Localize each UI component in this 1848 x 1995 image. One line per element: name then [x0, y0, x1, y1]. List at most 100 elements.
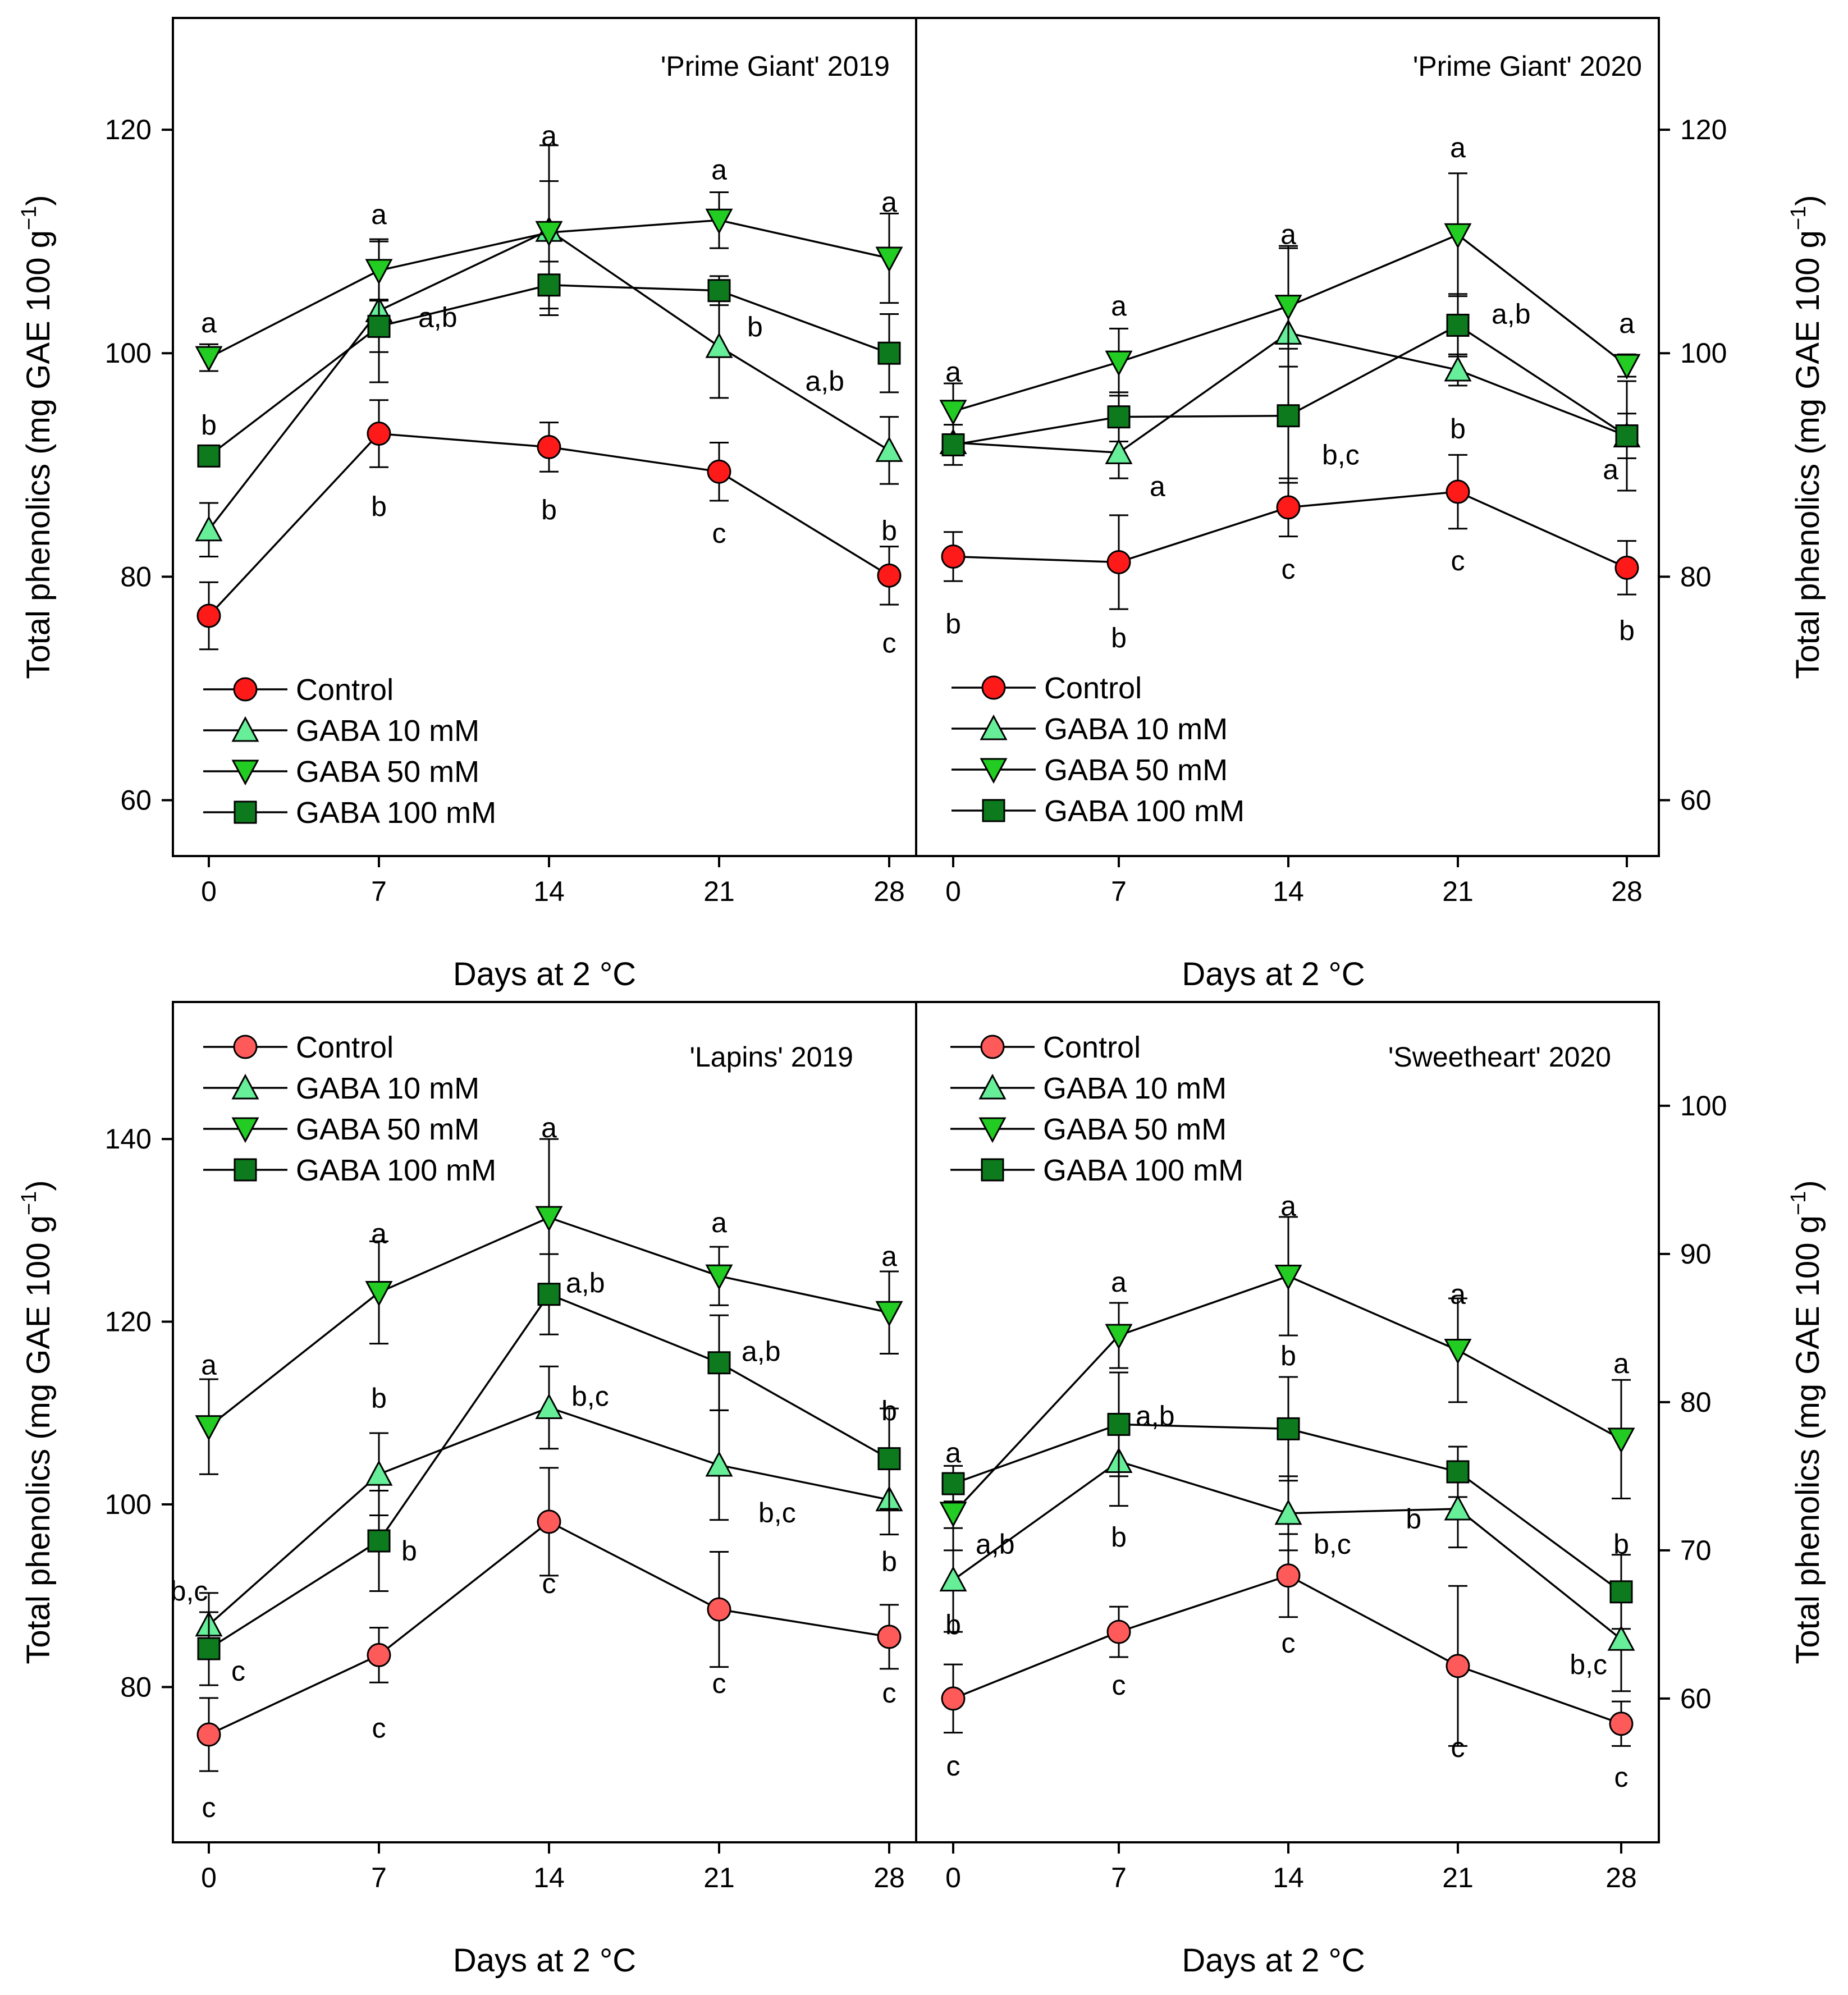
- data-point: [1607, 1427, 1635, 1454]
- legend-marker: [978, 1073, 1007, 1100]
- data-point: [877, 1447, 901, 1471]
- significance-label: b,c: [1570, 1649, 1607, 1680]
- data-point: [1105, 438, 1133, 464]
- y-tick-label: 80: [120, 561, 152, 592]
- significance-label: a: [1450, 1278, 1466, 1310]
- significance-label: c: [946, 1750, 960, 1782]
- legend-label: GABA 50 mM: [1043, 1113, 1227, 1146]
- significance-label: b: [881, 1395, 897, 1427]
- significance-label: a,b: [976, 1529, 1015, 1560]
- significance-label: c: [712, 518, 726, 549]
- significance-label: b: [1111, 1521, 1127, 1553]
- significance-label: c: [1451, 545, 1465, 576]
- significance-label: a: [1111, 290, 1127, 322]
- significance-label: a: [1603, 454, 1618, 486]
- significance-label: b: [881, 1546, 897, 1577]
- significance-label: a: [1111, 1266, 1127, 1298]
- y-tick-label: 60: [1680, 1683, 1712, 1714]
- legend-marker: [981, 1158, 1004, 1182]
- significance-label: b: [371, 491, 387, 523]
- data-point: [367, 1642, 391, 1667]
- significance-label: c: [1451, 1732, 1465, 1763]
- data-point: [197, 1637, 221, 1660]
- significance-label: b: [1406, 1503, 1421, 1535]
- legend-label: GABA 10 mM: [296, 714, 479, 748]
- significance-label: c: [1614, 1761, 1629, 1793]
- series-gaba-100-mm: a a,b b b: [941, 1340, 1633, 1630]
- data-point: [1105, 1324, 1133, 1350]
- significance-label: c: [712, 1668, 726, 1699]
- panel-title: 'Sweetheart' 2020: [1388, 1041, 1611, 1073]
- significance-label: c: [1112, 1669, 1126, 1701]
- data-point: [1446, 1460, 1470, 1484]
- significance-label: a: [201, 307, 217, 338]
- legend-marker: [231, 716, 259, 742]
- data-point: [1607, 1625, 1635, 1651]
- data-point: [707, 279, 731, 303]
- legend-label: GABA 50 mM: [1044, 753, 1228, 787]
- data-point: [537, 1283, 561, 1306]
- data-point: [707, 1597, 731, 1622]
- chart-panel-2: 0 7 14 21 28 Days at 2 °C 60 80 100 120 Total phen…: [915, 17, 1826, 992]
- data-point: [365, 259, 393, 285]
- data-point: [941, 544, 966, 569]
- data-point: [195, 1415, 223, 1441]
- series-gaba-50-mm: a a a a a: [939, 132, 1641, 440]
- series-gaba-100-mm: b a,b: [197, 260, 901, 468]
- y-axis-title: Total phenolics (mg GAE 100 g−1): [1787, 195, 1826, 679]
- legend-marker: [234, 1158, 257, 1182]
- significance-label: a,b: [742, 1336, 781, 1367]
- y-tick-label: 120: [1680, 114, 1727, 145]
- data-point: [537, 434, 561, 459]
- series-gaba-50-mm: a,b a a a a: [939, 1190, 1635, 1560]
- significance-label: c: [231, 1655, 245, 1687]
- series-control: c c c c c: [941, 1533, 1634, 1793]
- significance-label: b: [1619, 615, 1635, 646]
- significance-label: a: [201, 1349, 217, 1381]
- significance-label: a: [1619, 308, 1635, 339]
- data-point: [1106, 1619, 1131, 1644]
- significance-label: b: [1450, 413, 1466, 445]
- significance-label: a,b: [566, 1268, 605, 1299]
- legend-marker: [980, 1035, 1005, 1059]
- chart-panel-4: 0 7 14 21 28 Days at 2 °C 60 70 80 90 100 Total phe…: [915, 1001, 1826, 1979]
- data-point: [367, 314, 391, 338]
- significance-label: a: [711, 154, 727, 185]
- significance-label: a,b: [1136, 1400, 1175, 1431]
- significance-label: a: [371, 199, 387, 230]
- significance-label: a: [1280, 219, 1296, 250]
- legend-marker: [231, 759, 259, 786]
- x-axis-title: Days at 2 °C: [453, 956, 636, 992]
- significance-label: c: [882, 1677, 896, 1709]
- data-point: [1274, 1264, 1302, 1291]
- x-tick-label: 0: [201, 1862, 217, 1893]
- data-point: [195, 515, 223, 542]
- legend-marker: [233, 1035, 258, 1059]
- y-axis-title-exponent: −1: [1787, 1191, 1810, 1215]
- x-tick-label: 14: [533, 876, 565, 907]
- significance-label: b: [541, 494, 557, 525]
- significance-label: c: [1282, 553, 1296, 585]
- significance-label: a: [371, 1218, 387, 1249]
- y-tick-label: 100: [1680, 1090, 1727, 1122]
- legend-label: GABA 10 mM: [1043, 1072, 1227, 1105]
- data-point: [1107, 1412, 1131, 1436]
- significance-label: c: [1282, 1627, 1296, 1659]
- chart-panel-3: 0 7 14 21 28 Days at 2 °C 80 100 120 140 Total phe…: [17, 1001, 917, 1979]
- significance-label: a: [1280, 1190, 1296, 1221]
- significance-label: b: [401, 1535, 417, 1567]
- y-axis-title: Total phenolics (mg GAE 100 g−1): [1787, 1180, 1826, 1664]
- y-axis-title-main: Total phenolics (mg GAE 100 g: [1790, 230, 1826, 679]
- data-point: [1106, 550, 1131, 574]
- significance-label: b: [747, 311, 763, 342]
- data-point: [707, 459, 731, 484]
- x-tick-label: 28: [873, 1862, 905, 1893]
- x-axis-title: Days at 2 °C: [1182, 956, 1365, 992]
- series-control: b b c c: [196, 399, 902, 658]
- x-tick-label: 28: [1605, 1862, 1637, 1893]
- legend-marker: [234, 800, 257, 824]
- significance-label: b: [1613, 1529, 1629, 1560]
- legend-marker: [980, 758, 1008, 784]
